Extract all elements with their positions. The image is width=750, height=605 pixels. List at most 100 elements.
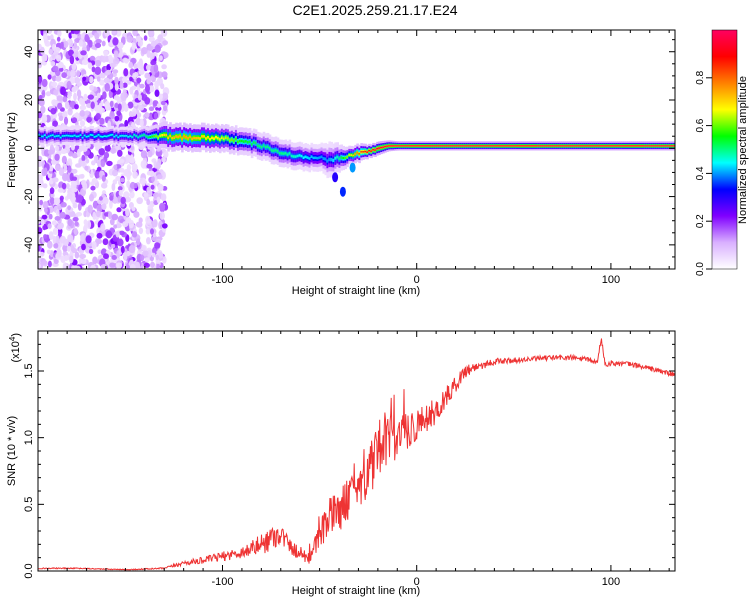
noise-speckle xyxy=(62,238,69,246)
noise-speckle xyxy=(67,90,72,96)
noise-speckle xyxy=(99,72,106,79)
ridge-cell xyxy=(372,149,375,151)
ridge-cell xyxy=(330,157,333,162)
y-tick-label: 20 xyxy=(23,94,35,106)
ridge-cell xyxy=(639,145,642,147)
noise-speckle xyxy=(59,67,64,72)
noise-speckle xyxy=(119,167,125,173)
ridge-cell xyxy=(627,145,630,147)
ridge-cell xyxy=(573,145,576,147)
ridge-cell xyxy=(101,136,105,138)
noise-speckle xyxy=(115,175,122,182)
noise-speckle xyxy=(53,197,61,205)
ridge-cell xyxy=(234,137,238,141)
noise-speckle xyxy=(128,219,134,229)
noise-speckle xyxy=(70,69,76,77)
ridge-cell xyxy=(153,135,156,138)
ridge-cell xyxy=(250,143,254,146)
ridge-cell xyxy=(473,145,477,147)
ridge-cell xyxy=(55,135,59,137)
noise-speckle xyxy=(125,208,130,217)
noise-speckle xyxy=(57,102,63,110)
noise-speckle xyxy=(63,40,69,48)
noise-speckle xyxy=(64,254,69,262)
ridge-cell xyxy=(342,156,345,160)
ridge-cell xyxy=(611,145,614,147)
noise-speckle xyxy=(58,115,64,122)
noise-speckle xyxy=(53,258,59,265)
noise-speckle xyxy=(91,241,97,250)
ridge-cell xyxy=(240,139,244,143)
ridge-cell xyxy=(352,154,355,157)
noise-speckle xyxy=(100,160,106,168)
noise-speckle xyxy=(153,112,158,120)
ridge-cell xyxy=(67,134,71,137)
noise-speckle xyxy=(38,75,43,84)
noise-speckle xyxy=(103,151,110,159)
noise-speckle xyxy=(144,112,150,118)
ridge-cell xyxy=(509,145,513,147)
noise-speckle xyxy=(146,198,151,206)
noise-speckle xyxy=(80,160,86,167)
noise-speckle xyxy=(51,74,57,82)
ridge-cell xyxy=(71,135,75,137)
x-tick-label: -100 xyxy=(211,274,233,286)
noise-speckle xyxy=(131,206,136,212)
ridge-cell xyxy=(199,137,202,140)
ridge-cell xyxy=(248,140,252,144)
noise-speckle xyxy=(132,30,138,37)
noise-speckle xyxy=(78,39,84,47)
ridge-cell xyxy=(232,139,236,143)
noise-speckle xyxy=(96,204,103,213)
ridge-cell xyxy=(266,145,270,148)
noise-speckle xyxy=(148,106,155,111)
y-tick-label: 40 xyxy=(23,46,35,58)
noise-speckle xyxy=(104,82,111,92)
ridge-cell xyxy=(320,155,324,159)
noise-speckle xyxy=(151,252,156,258)
noise-speckle xyxy=(98,148,105,156)
ridge-cell xyxy=(469,145,473,147)
noise-speckle xyxy=(47,149,55,155)
snr-scale-factor: (x104) xyxy=(8,333,22,363)
noise-speckle xyxy=(53,89,59,96)
noise-speckle xyxy=(105,106,110,111)
noise-speckle xyxy=(150,261,155,268)
noise-speckle xyxy=(105,230,113,239)
ridge-cell xyxy=(258,145,262,148)
snr-panel: -100 0 100 0.0 0.5 1.0 1.5 Height of straight… xyxy=(6,330,676,597)
ridge-cell xyxy=(99,135,103,138)
noise-speckle xyxy=(71,62,77,71)
ridge-cell xyxy=(302,156,306,159)
noise-speckle xyxy=(62,110,68,119)
ridge-cell xyxy=(189,135,192,139)
noise-speckle xyxy=(96,92,101,99)
ridge-cell xyxy=(328,157,331,162)
ridge-cell xyxy=(300,154,304,158)
noise-speckle xyxy=(51,159,57,165)
noise-speckle xyxy=(150,60,157,66)
noise-speckle xyxy=(56,248,62,258)
ridge-cell xyxy=(597,145,600,147)
ridge-cell xyxy=(455,145,459,147)
noise-speckle xyxy=(112,69,119,74)
ridge-cell xyxy=(169,134,172,138)
ridge-cell xyxy=(424,145,427,147)
noise-speckle xyxy=(56,95,63,101)
noise-speckle xyxy=(128,245,136,254)
ridge-cell xyxy=(587,145,590,147)
ridge-cell xyxy=(531,145,535,147)
ridge-cell xyxy=(380,147,383,149)
ridge-cell xyxy=(625,145,628,147)
noise-speckle xyxy=(52,227,59,235)
noise-speckle xyxy=(70,244,75,252)
noise-speckle xyxy=(104,145,111,152)
snr-y-label: SNR (10 * v/v) xyxy=(6,416,18,486)
noise-speckle xyxy=(60,41,64,49)
noise-speckle xyxy=(162,256,167,264)
noise-speckle xyxy=(129,76,133,82)
noise-speckle xyxy=(73,41,78,50)
noise-speckle xyxy=(79,120,86,127)
ridge-cell xyxy=(559,145,562,147)
ridge-cell xyxy=(63,135,67,137)
